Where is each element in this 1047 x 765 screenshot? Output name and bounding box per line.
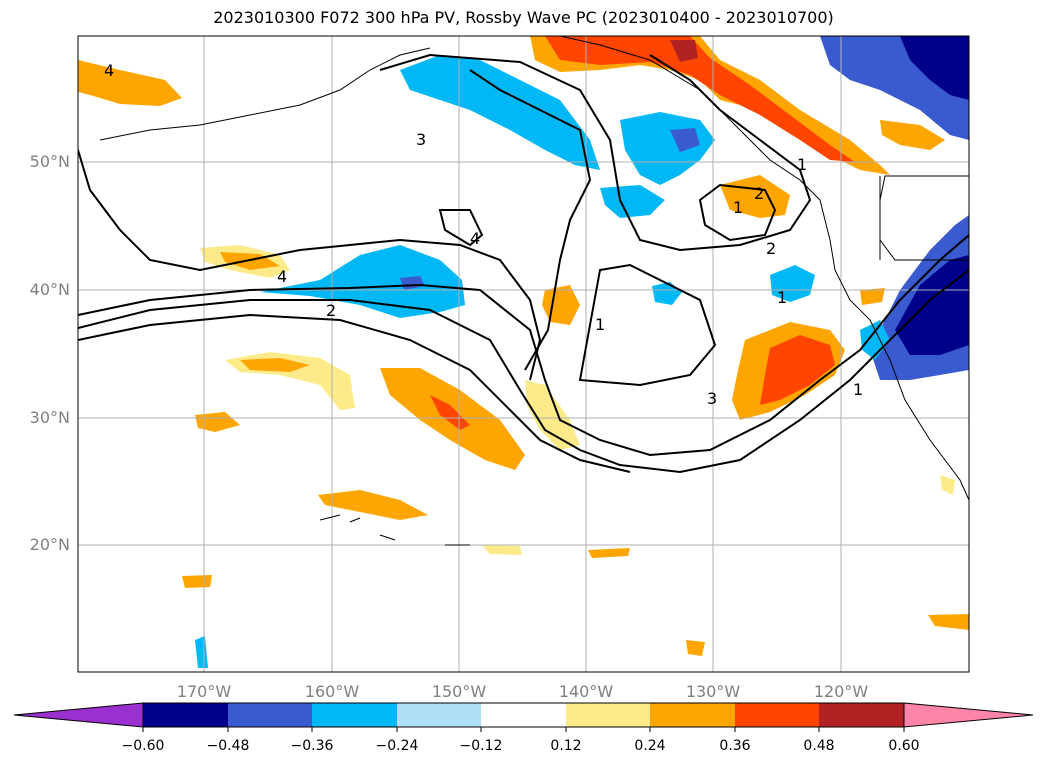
- contour-label: 1: [733, 198, 743, 217]
- negative-anomaly-gulf: [400, 55, 600, 170]
- contour-label: 1: [595, 315, 605, 334]
- lat-label-40n: 40°N: [29, 280, 70, 299]
- colorbar-tick: 0.60: [888, 738, 920, 754]
- lon-label-170w: 170°W: [176, 682, 232, 701]
- colorbar-tick: −0.12: [459, 738, 503, 754]
- colorbar: [13, 702, 1034, 732]
- colorbar-tick: −0.24: [375, 738, 419, 754]
- plot-frame: [77, 35, 970, 673]
- gridlines: [78, 36, 969, 672]
- colorbar-extend-low: [13, 702, 144, 728]
- lon-label-150w: 150°W: [431, 682, 487, 701]
- contour-label: 2: [766, 239, 776, 258]
- colorbar-segment: [481, 703, 566, 727]
- colorbar-segment: [650, 703, 735, 727]
- lat-label-50n: 50°N: [29, 152, 70, 171]
- lat-label-20n: 20°N: [29, 535, 70, 554]
- colorbar-segment: [143, 703, 228, 727]
- colorbar-segment: [397, 703, 481, 727]
- colorbar-extend-high: [903, 702, 1034, 728]
- contour-label: 4: [470, 229, 480, 248]
- lon-label-160w: 160°W: [304, 682, 360, 701]
- pv-contours: [78, 53, 969, 474]
- negative-anomaly-central: [260, 245, 465, 318]
- contour-label: 3: [416, 130, 426, 149]
- colorbar-tick: 0.36: [719, 738, 751, 754]
- colorbar-segment: [819, 703, 904, 727]
- colorbar-tick: −0.48: [206, 738, 250, 754]
- colorbar-segment: [228, 703, 312, 727]
- contour-labels: 4 3 4 4 2 2 1 3 1 2 1 1 1: [104, 61, 863, 408]
- lon-label-140w: 140°W: [558, 682, 614, 701]
- contour-label: 3: [707, 389, 717, 408]
- colorbar-segment: [735, 703, 819, 727]
- coastlines: [99, 36, 969, 546]
- colorbar-tick: 0.24: [634, 738, 666, 754]
- map-title: 2023010300 F072 300 hPa PV, Rossby Wave …: [213, 8, 834, 27]
- contour-label: 2: [754, 184, 764, 203]
- contour-label: 4: [104, 61, 114, 80]
- contour-label: 1: [797, 155, 807, 174]
- lon-label-130w: 130°W: [685, 682, 741, 701]
- contour-label: 4: [277, 267, 287, 286]
- colorbar-tick: −0.60: [121, 738, 165, 754]
- colorbar-segment: [566, 703, 650, 727]
- lat-label-30n: 30°N: [29, 408, 70, 427]
- lon-label-120w: 120°W: [813, 682, 869, 701]
- colorbar-segment: [312, 703, 397, 727]
- contour-label: 1: [777, 288, 787, 307]
- contour-label: 2: [326, 301, 336, 320]
- colorbar-tick: −0.36: [290, 738, 334, 754]
- colorbar-tick: 0.48: [803, 738, 835, 754]
- contour-label: 1: [853, 380, 863, 399]
- colorbar-tick: 0.12: [550, 738, 582, 754]
